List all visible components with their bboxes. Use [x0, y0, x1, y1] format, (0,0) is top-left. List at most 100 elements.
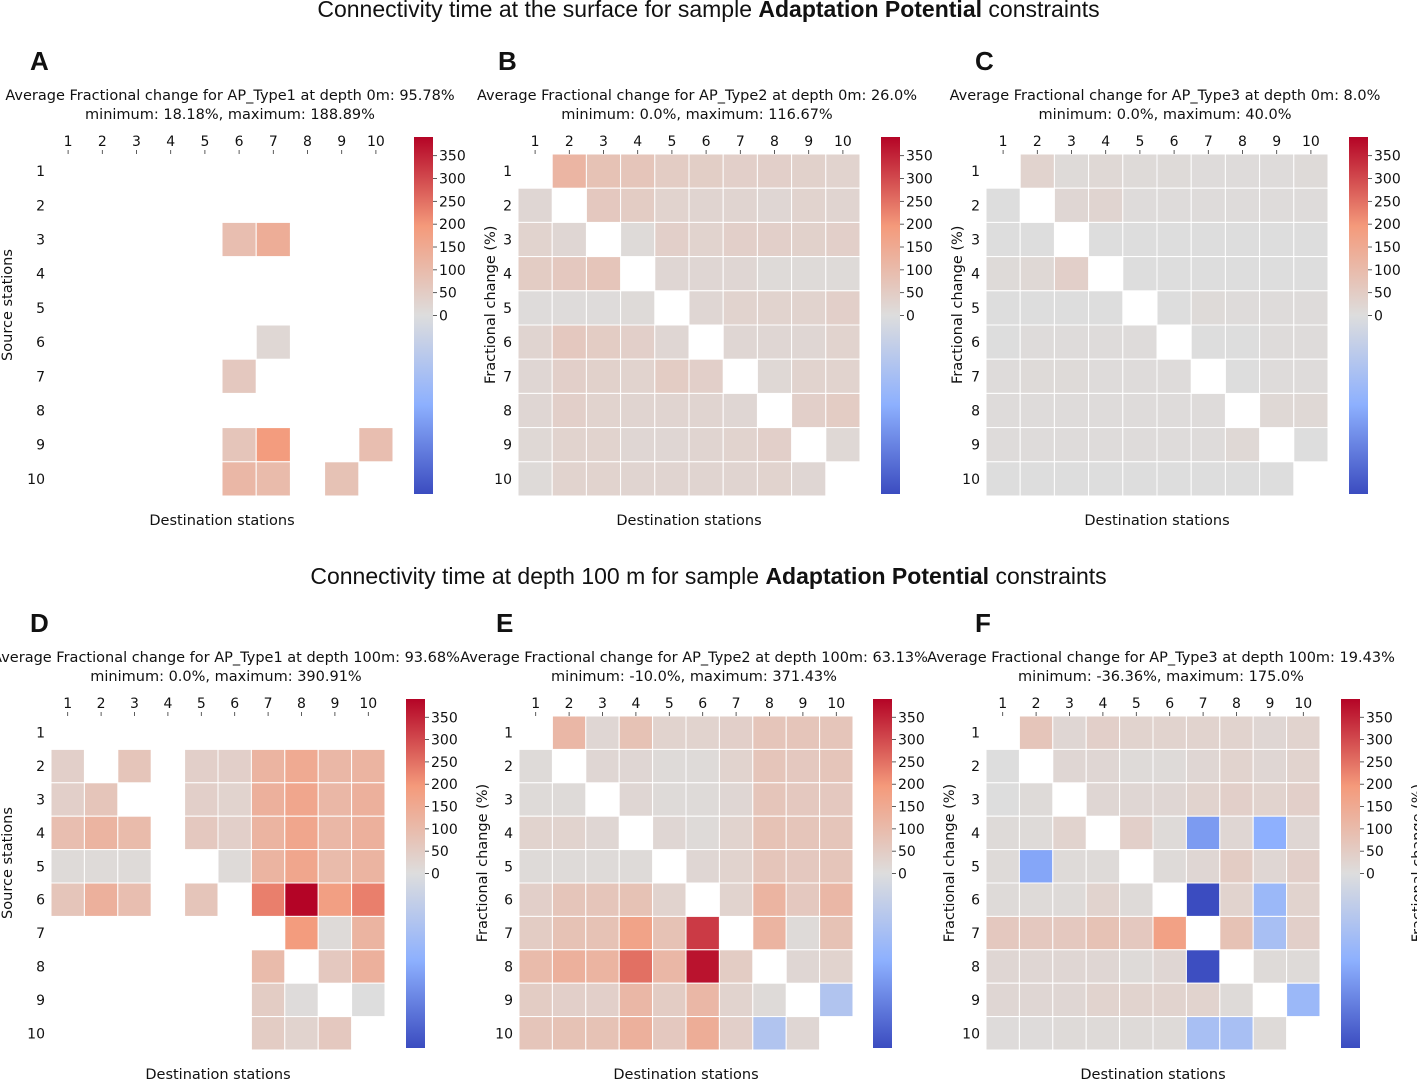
- heatmap-cell: [250, 949, 286, 984]
- x-tick-label: 9: [337, 134, 346, 150]
- heatmap-cell: [1252, 882, 1288, 917]
- heatmap-cell: [722, 290, 758, 326]
- heatmap-cell: [221, 427, 257, 463]
- heatmap-cell: [284, 748, 319, 784]
- panel-title-line1: Average Fractional change for AP_Type2 a…: [477, 88, 917, 104]
- heatmap-cell: [620, 427, 656, 463]
- heatmap-cell: [1053, 358, 1090, 394]
- heatmap-cell: [685, 949, 720, 984]
- heatmap-cell: [1286, 915, 1321, 951]
- x-tick-label: 8: [765, 696, 774, 712]
- heatmap-cell: [1185, 849, 1221, 884]
- panel-title-line1: Average Fractional change for AP_Type3 a…: [927, 650, 1395, 666]
- heatmap-cell: [517, 358, 553, 394]
- x-tick-label: 1: [531, 134, 540, 150]
- panel-letter: D: [30, 608, 49, 638]
- colorbar-tick-label: 150: [439, 240, 466, 256]
- y-axis-label: Source stations: [0, 807, 16, 919]
- x-tick-label: 3: [130, 696, 139, 712]
- heatmap-cell: [517, 324, 553, 360]
- heatmap-cell: [351, 782, 386, 817]
- colorbar-tick-label: 300: [439, 172, 466, 188]
- heatmap-cell: [1053, 392, 1090, 429]
- colorbar-tick-label: 250: [1366, 755, 1393, 771]
- x-tick-label: 4: [163, 696, 172, 712]
- heatmap-cell: [1259, 392, 1295, 429]
- colorbar-tick-label: 50: [898, 844, 916, 860]
- heatmap-cell: [752, 715, 787, 750]
- heatmap-cell: [652, 748, 687, 784]
- heatmap-cell: [517, 392, 553, 429]
- heatmap-cell: [791, 187, 827, 223]
- heatmap-cell: [1052, 849, 1087, 884]
- heatmap-cell: [654, 221, 690, 258]
- heatmap-cell: [1052, 915, 1087, 951]
- heatmap-cell: [785, 1016, 821, 1051]
- heatmap-cell: [1156, 392, 1192, 429]
- heatmap-cell: [618, 748, 654, 784]
- heatmap-cell: [551, 427, 587, 463]
- heatmap-cell: [785, 748, 821, 784]
- panel-title-line2: minimum: 18.18%, maximum: 188.89%: [85, 107, 375, 123]
- heatmap-cell: [654, 153, 690, 189]
- heatmap-cell: [358, 427, 394, 463]
- heatmap-cell: [518, 982, 553, 1018]
- heatmap-cell: [785, 815, 821, 851]
- heatmap-cell: [1219, 982, 1254, 1018]
- heatmap-cell: [688, 358, 724, 394]
- heatmap-cell: [1293, 392, 1329, 429]
- heatmap-cell: [551, 392, 587, 429]
- x-tick-label: 10: [827, 696, 845, 712]
- heatmap-cell: [517, 427, 553, 463]
- heatmap-cell: [1052, 815, 1087, 851]
- heatmap-cell: [585, 882, 620, 917]
- y-tick-label: 1: [36, 164, 45, 180]
- heatmap-cell: [752, 915, 787, 951]
- colorbar-label: Fractional change (%): [1410, 784, 1417, 942]
- heatmap-cell: [1252, 748, 1288, 784]
- colorbar: [873, 699, 892, 1048]
- colorbar-tick-label: 350: [1366, 710, 1393, 726]
- heatmap-cell: [785, 782, 821, 817]
- heatmap-cell: [1119, 1016, 1154, 1051]
- heatmap-cell: [1259, 221, 1295, 258]
- x-tick-label: 2: [565, 134, 574, 150]
- heatmap-cell: [985, 748, 1020, 784]
- x-tick-label: 9: [798, 696, 807, 712]
- panel-title-line2: minimum: 0.0%, maximum: 40.0%: [1039, 107, 1292, 123]
- y-tick-label: 4: [971, 826, 980, 842]
- y-tick-label: 9: [36, 438, 45, 454]
- heatmap-cell: [985, 358, 1021, 394]
- y-tick-label: 9: [504, 993, 513, 1009]
- y-tick-label: 6: [971, 335, 980, 351]
- y-tick-label: 5: [503, 301, 512, 317]
- heatmap-cell: [585, 748, 620, 784]
- heatmap-cell: [1185, 815, 1221, 851]
- heatmap-cell: [1085, 949, 1121, 984]
- heatmap-cell: [551, 324, 587, 360]
- y-tick-label: 5: [971, 859, 980, 875]
- heatmap-cell: [317, 748, 353, 784]
- heatmap-cell: [1053, 461, 1090, 497]
- heatmap-cell: [652, 815, 687, 851]
- colorbar-tick-label: 350: [431, 710, 458, 726]
- heatmap-cell: [652, 949, 687, 984]
- heatmap-cell: [1085, 882, 1121, 917]
- colorbar-tick-label: 0: [439, 309, 448, 325]
- colorbar-tick-label: 350: [898, 710, 925, 726]
- heatmap-cell: [284, 915, 319, 951]
- heatmap-cell: [1052, 949, 1087, 984]
- heatmap-cell: [585, 715, 620, 750]
- heatmap-cell: [1190, 392, 1226, 429]
- heatmap-cell: [1252, 782, 1288, 817]
- heatmap-cell: [654, 358, 690, 394]
- heatmap-cell: [1119, 915, 1154, 951]
- x-tick-label: 2: [1033, 134, 1042, 150]
- heatmap-cell: [1085, 748, 1121, 784]
- heatmap-cell: [585, 358, 622, 394]
- colorbar-tick-label: 100: [431, 822, 458, 838]
- colorbar-tick-label: 300: [431, 733, 458, 749]
- colorbar-tick-label: 150: [1366, 800, 1393, 816]
- y-tick-label: 7: [504, 926, 513, 942]
- x-tick-label: 1: [999, 134, 1008, 150]
